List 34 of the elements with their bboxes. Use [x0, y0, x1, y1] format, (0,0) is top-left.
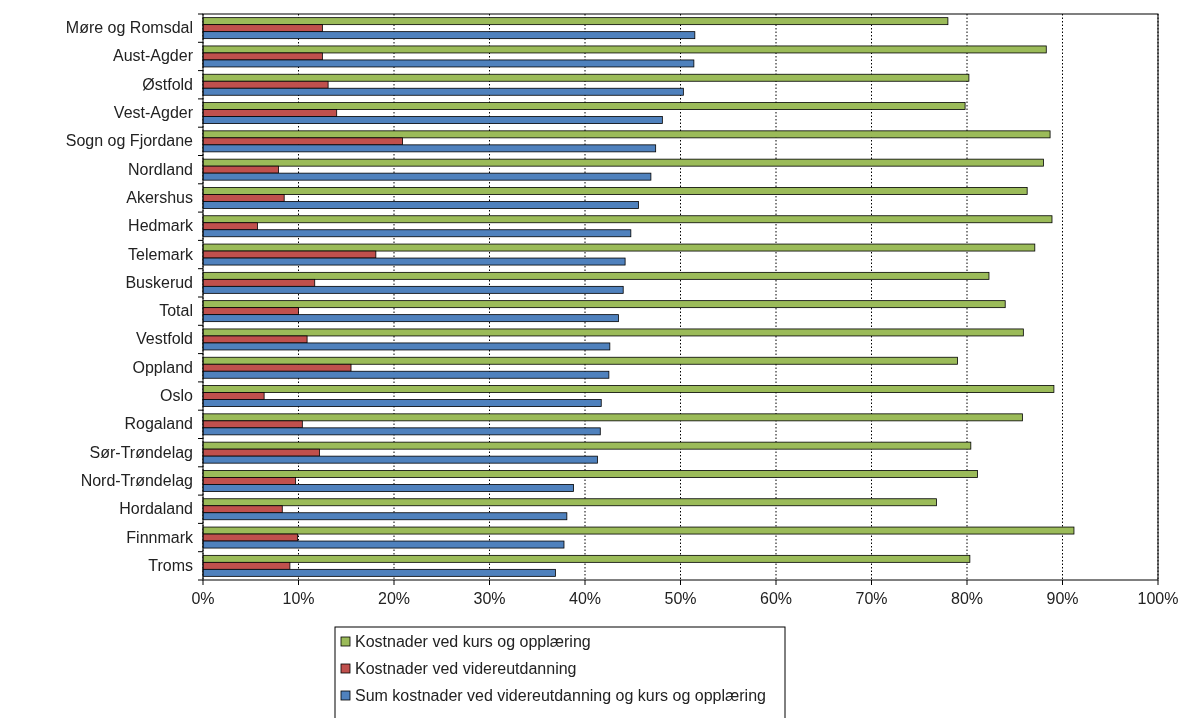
- y-tick-label: Sogn og Fjordane: [65, 132, 194, 150]
- y-tick-label: Nord-Trøndelag: [80, 471, 193, 489]
- y-tick-label: Total: [159, 302, 193, 320]
- y-tick-label: Hordaland: [119, 500, 193, 518]
- x-tick-label: 10%: [282, 590, 315, 607]
- y-tick-label: Vest-Agder: [113, 104, 194, 122]
- y-tick-label: Sør-Trøndelag: [89, 443, 193, 461]
- y-tick-label: Troms: [148, 556, 193, 574]
- y-tick-label: Oslo: [160, 387, 194, 405]
- y-tick-label: Oppland: [132, 358, 193, 376]
- y-tick-label: Aust-Agder: [112, 47, 194, 65]
- x-tick-label: 50%: [664, 590, 697, 607]
- x-tick-label: 90%: [1046, 590, 1079, 607]
- x-tick-label: 20%: [377, 590, 411, 607]
- legend-label: Kostnader ved kurs og opplæring: [355, 633, 591, 650]
- legend-label: Sum kostnader ved videreutdanning og kurs og opplæring: [355, 687, 766, 704]
- y-tick-label: Telemark: [128, 245, 194, 263]
- y-tick-label: Akershus: [126, 188, 193, 206]
- x-tick-label: 100%: [1137, 590, 1179, 607]
- y-tick-label: Østfold: [142, 75, 193, 93]
- y-tick-label: Nordland: [128, 160, 193, 178]
- legend-label: Kostnader ved videreutdanning: [355, 660, 577, 677]
- x-tick-label: 40%: [568, 590, 602, 607]
- x-tick-label: 30%: [473, 590, 506, 607]
- y-tick-label: Finnmark: [126, 528, 194, 546]
- y-tick-label: Rogaland: [124, 415, 193, 433]
- x-tick-label: 0%: [191, 590, 215, 607]
- x-tick-label: 70%: [855, 590, 888, 607]
- y-tick-label: Hedmark: [128, 217, 194, 235]
- x-tick-label: 80%: [950, 590, 984, 607]
- x-tick-label: 60%: [759, 590, 793, 607]
- y-tick-label: Buskerud: [125, 273, 193, 291]
- y-tick-label: Vestfold: [136, 330, 193, 348]
- y-tick-label: Møre og Romsdal: [65, 19, 193, 37]
